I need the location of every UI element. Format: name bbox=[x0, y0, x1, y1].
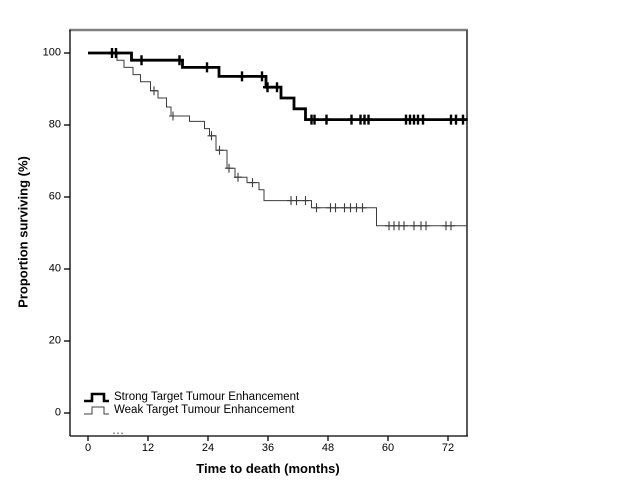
y-axis-title: Proportion surviving (%) bbox=[15, 156, 31, 308]
y-tick-label: 100 bbox=[42, 46, 61, 59]
y-tick-label: 60 bbox=[48, 190, 61, 203]
x-axis-title: Time to death (months) bbox=[196, 461, 340, 476]
survival-curve bbox=[88, 51, 467, 121]
survival-curve bbox=[88, 52, 467, 227]
x-tick-label: 0 bbox=[84, 442, 92, 454]
legend: Strong Target Tumour Enhancement Weak Ta… bbox=[83, 390, 299, 416]
y-tick-label: 80 bbox=[48, 118, 61, 131]
censor-marks bbox=[150, 86, 455, 231]
x-tick-label: 48 bbox=[321, 442, 335, 454]
censor-plus-glyphs bbox=[107, 48, 468, 125]
x-tick-label: 36 bbox=[261, 442, 275, 454]
y-tick-label: 0 bbox=[54, 406, 61, 419]
strong-series bbox=[88, 48, 468, 125]
legend-item-weak: Weak Target Tumour Enhancement bbox=[83, 403, 299, 416]
censor-marks bbox=[107, 48, 468, 125]
x-tick-label: 60 bbox=[381, 442, 395, 454]
y-tick-label: 20 bbox=[48, 334, 61, 347]
y-tick-label: 40 bbox=[48, 262, 61, 275]
x-tick-label: 12 bbox=[141, 442, 155, 454]
weak-step-line-symbol bbox=[84, 406, 109, 414]
x-tick-label: 72 bbox=[441, 442, 455, 454]
legend-item-strong: Strong Target Tumour Enhancement bbox=[83, 390, 299, 403]
legend-label-strong: Strong Target Tumour Enhancement bbox=[114, 390, 300, 403]
censor-plus-glyphs bbox=[150, 86, 455, 231]
legend-label-weak: Weak Target Tumour Enhancement bbox=[114, 403, 295, 416]
artifact-dots bbox=[113, 432, 123, 435]
strong-step-line-symbol bbox=[84, 392, 109, 402]
x-tick-label: 24 bbox=[201, 442, 215, 454]
weak-series bbox=[88, 52, 467, 231]
